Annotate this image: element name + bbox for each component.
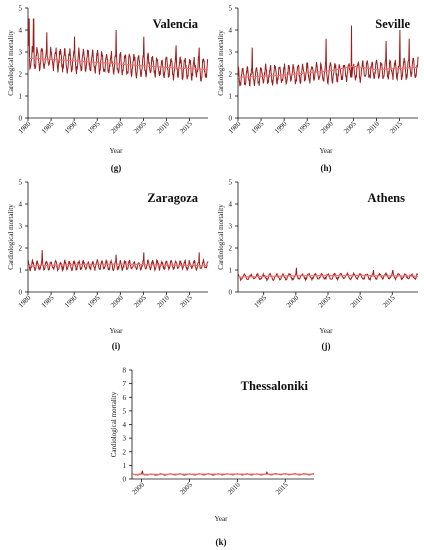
y-tick-label: 2 bbox=[123, 448, 127, 456]
y-tick-label: 7 bbox=[123, 380, 127, 388]
y-tick-label: 2 bbox=[229, 245, 233, 253]
x-axis-label: Year bbox=[320, 147, 334, 155]
panel-title: Thessaloniki bbox=[241, 379, 309, 393]
y-tick-label: 4 bbox=[123, 421, 127, 429]
y-tick-label: 5 bbox=[229, 5, 233, 13]
panel-letter: (k) bbox=[216, 537, 227, 547]
observed-series-line bbox=[27, 250, 209, 273]
y-tick-label: 3 bbox=[229, 49, 233, 57]
y-tick-label: 4 bbox=[229, 27, 233, 35]
x-axis-label: Year bbox=[320, 327, 334, 335]
y-tick-label: 2 bbox=[19, 71, 23, 79]
y-tick-label: 4 bbox=[229, 201, 233, 209]
y-axis-label: Cardiological mortality bbox=[217, 204, 225, 270]
y-tick-label: 5 bbox=[229, 179, 233, 187]
y-tick-label: 1 bbox=[123, 462, 127, 470]
y-tick-label: 0 bbox=[229, 289, 233, 297]
smoothed-trend-line bbox=[28, 263, 208, 267]
panel-letter: (g) bbox=[111, 163, 122, 173]
observed-series-line bbox=[237, 267, 419, 282]
y-tick-label: 1 bbox=[19, 267, 23, 275]
x-axis-label: Year bbox=[110, 327, 124, 335]
panel-letter: (j) bbox=[322, 341, 331, 351]
observed-series-line bbox=[237, 25, 419, 87]
y-tick-label: 1 bbox=[229, 267, 233, 275]
x-axis-label: Year bbox=[215, 515, 229, 523]
y-axis-label: Cardiological mortality bbox=[7, 30, 15, 96]
y-tick-label: 2 bbox=[19, 245, 23, 253]
panel-title: Athens bbox=[367, 191, 405, 205]
observed-series-line bbox=[27, 18, 209, 82]
y-tick-label: 3 bbox=[19, 49, 23, 57]
y-tick-label: 4 bbox=[19, 201, 23, 209]
panel-title: Zaragoza bbox=[147, 191, 198, 205]
y-tick-label: 0 bbox=[19, 289, 23, 297]
panel-title: Valencia bbox=[153, 17, 199, 31]
y-tick-label: 5 bbox=[19, 5, 23, 13]
y-tick-label: 0 bbox=[19, 115, 23, 123]
smoothed-trend-line bbox=[238, 274, 419, 278]
panel-letter: (i) bbox=[112, 341, 121, 351]
smoothed-trend-line bbox=[28, 57, 209, 71]
y-tick-label: 5 bbox=[123, 407, 127, 415]
y-tick-label: 4 bbox=[19, 27, 23, 35]
smoothed-trend-line bbox=[237, 65, 419, 78]
y-tick-label: 6 bbox=[123, 394, 127, 402]
x-axis-label: Year bbox=[110, 147, 124, 155]
y-axis-label: Cardiological mortality bbox=[217, 30, 225, 96]
panel-title: Seville bbox=[375, 17, 410, 31]
y-tick-label: 3 bbox=[19, 223, 23, 231]
y-tick-label: 5 bbox=[19, 179, 23, 187]
y-tick-label: 2 bbox=[229, 71, 233, 79]
y-tick-label: 3 bbox=[123, 435, 127, 443]
y-tick-label: 0 bbox=[229, 115, 233, 123]
panel-letter: (h) bbox=[321, 163, 332, 173]
y-tick-label: 0 bbox=[123, 476, 127, 484]
y-tick-label: 3 bbox=[229, 223, 233, 231]
y-tick-label: 8 bbox=[123, 367, 127, 375]
y-tick-label: 1 bbox=[19, 93, 23, 101]
y-axis-label: Cardiological mortality bbox=[7, 204, 15, 270]
y-axis-label: Cardiological mortality bbox=[110, 391, 118, 457]
y-tick-label: 1 bbox=[229, 93, 233, 101]
